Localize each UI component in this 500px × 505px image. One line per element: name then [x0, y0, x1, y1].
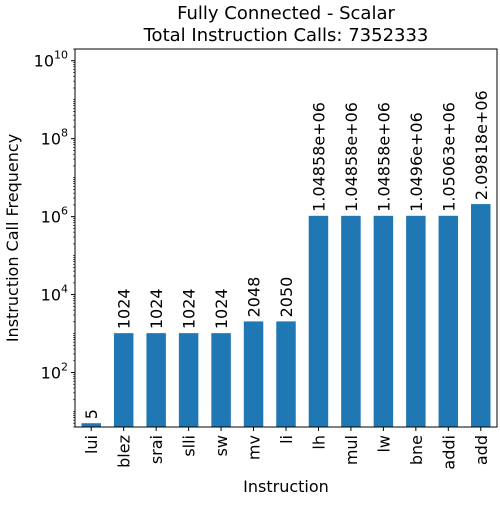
bar-blez — [113, 333, 134, 427]
value-label-blez: 1024 — [115, 288, 134, 329]
x-tick-label-add: add — [472, 435, 491, 465]
x-tick-label-sw: sw — [212, 435, 231, 456]
value-label-srai: 1024 — [147, 288, 166, 329]
x-tick-label-mv: mv — [245, 435, 264, 460]
bar-srai — [146, 333, 166, 427]
value-label-mul: 1.04858e+06 — [342, 102, 361, 212]
bar-add — [471, 204, 491, 427]
bar-slli — [178, 333, 199, 427]
bar-bne — [406, 215, 426, 427]
y-tick-label: 104 — [41, 283, 68, 305]
x-tick-label-slli: slli — [180, 435, 199, 457]
value-label-lh: 1.04858e+06 — [309, 102, 328, 212]
chart-title: Fully Connected - Scalar — [177, 3, 395, 24]
bar-lh — [308, 215, 329, 427]
x-tick-label-blez: blez — [115, 435, 134, 468]
bars-group — [81, 204, 491, 427]
x-tick-label-mul: mul — [342, 435, 361, 465]
plot-frame — [74, 48, 498, 428]
y-tick-label: 102 — [41, 361, 68, 383]
y-tick-label: 108 — [41, 127, 68, 149]
x-tick-label-addi: addi — [439, 435, 458, 470]
value-label-lw: 1.04858e+06 — [374, 102, 393, 212]
y-tick-label: 1010 — [34, 49, 68, 71]
value-label-sw: 1024 — [212, 288, 231, 329]
bar-li — [276, 321, 296, 427]
value-label-li: 2050 — [277, 277, 296, 318]
value-label-lui: 5 — [82, 409, 101, 419]
value-label-bne: 1.0496e+06 — [407, 112, 426, 212]
bar-mv — [243, 321, 264, 427]
x-tick-label-lui: lui — [82, 435, 101, 454]
x-tick-label-srai: srai — [147, 435, 166, 464]
bar-addi — [438, 215, 459, 427]
value-labels-group: 5 1024 1024 1024 1024 2048 2050 1.04858e+06 1.04… — [82, 90, 491, 419]
x-tick-label-li: li — [277, 435, 296, 444]
x-tick-label-lw: lw — [374, 435, 393, 453]
y-axis-label: Instruction Call Frequency — [3, 134, 22, 342]
value-label-add: 2.09818e+06 — [472, 90, 491, 200]
value-label-addi: 1.05063e+06 — [439, 102, 458, 212]
value-label-slli: 1024 — [180, 288, 199, 329]
x-tick-label-lh: lh — [309, 435, 328, 450]
x-axis-label: Instruction — [243, 477, 329, 496]
value-label-mv: 2048 — [245, 277, 264, 318]
bar-mul — [341, 215, 361, 427]
x-axis: lui blez srai slli sw mv li lh mul lw bne addi add — [82, 427, 491, 470]
chart-subtitle: Total Instruction Calls: 7352333 — [143, 25, 429, 46]
bar-sw — [211, 333, 231, 427]
y-axis: 102 104 106 108 1010 — [34, 48, 75, 428]
bar-lw — [373, 215, 394, 427]
x-tick-label-bne: bne — [407, 435, 426, 465]
bar-lui — [81, 423, 101, 427]
y-tick-label: 106 — [41, 205, 68, 227]
